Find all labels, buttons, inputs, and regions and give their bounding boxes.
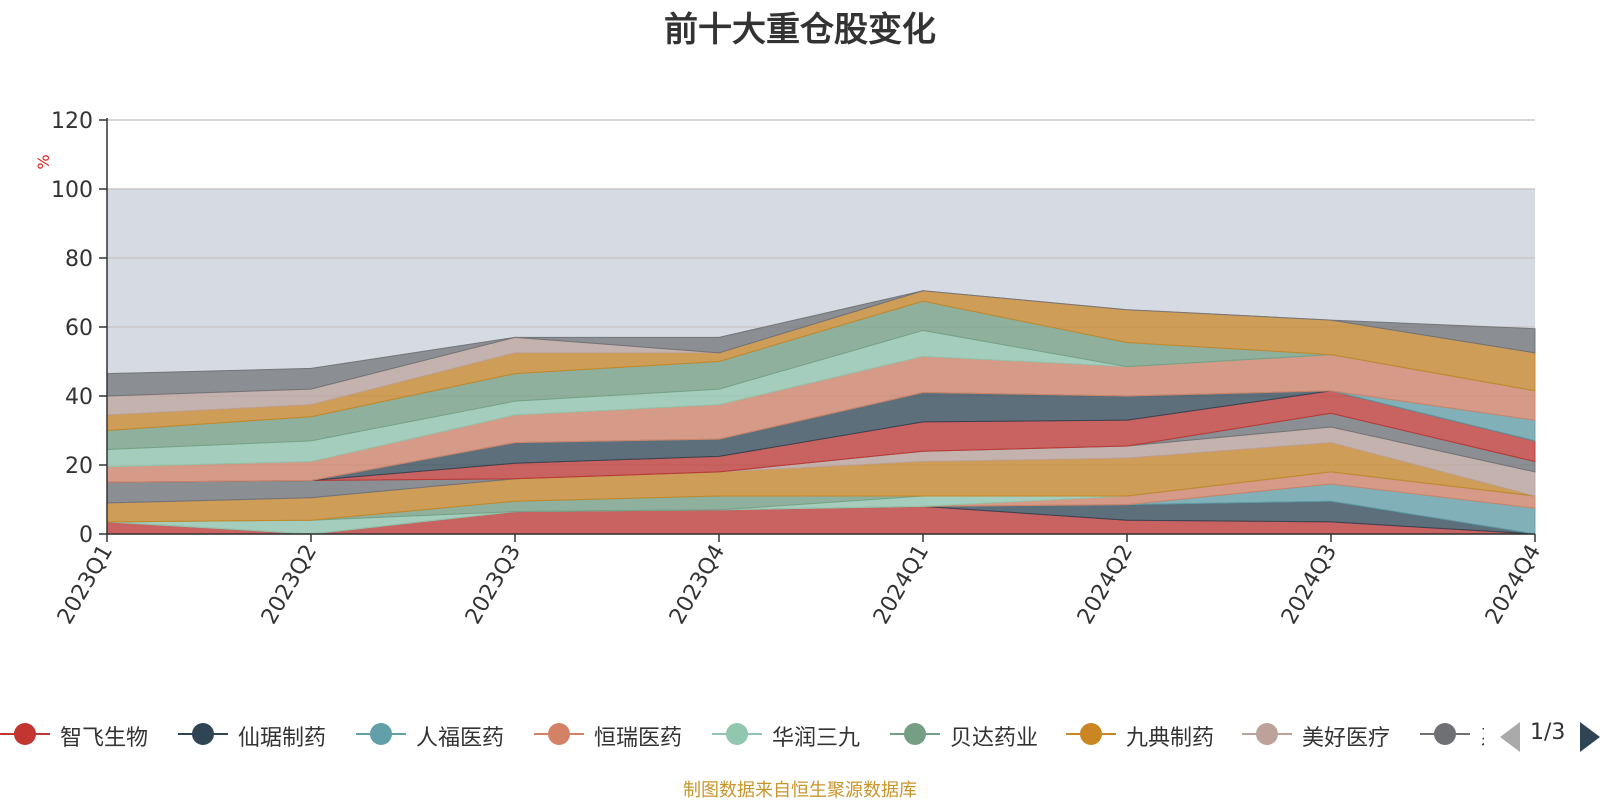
legend-prev-page-button[interactable] xyxy=(1500,722,1520,752)
y-tick-label: 0 xyxy=(79,523,93,548)
area-layer xyxy=(106,290,1536,535)
x-tick-label: 2023Q1 xyxy=(53,541,118,629)
y-tick-label: 40 xyxy=(65,385,93,410)
y-tick-label: 120 xyxy=(51,109,93,134)
x-tick-label: 2024Q3 xyxy=(1277,541,1342,629)
source-note: 制图数据来自恒生聚源数据库 xyxy=(683,780,917,801)
legend-label: 九典制药 xyxy=(1126,726,1215,751)
legend-circle-icon xyxy=(370,723,392,745)
x-tick-label: 2024Q2 xyxy=(1073,541,1138,629)
legend-label: 仙琚制药 xyxy=(238,726,327,751)
legend-circle-icon xyxy=(14,723,36,745)
legend-label: 人福医药 xyxy=(416,726,505,751)
legend-circle-icon xyxy=(726,723,748,745)
legend-label: 美好医疗 xyxy=(1302,726,1391,751)
legend-circle-icon xyxy=(904,723,926,745)
legend-circle-icon xyxy=(548,723,570,745)
legend-circle-icon xyxy=(1256,723,1278,745)
y-tick-label: 100 xyxy=(51,178,93,203)
x-tick-label: 2024Q1 xyxy=(869,541,934,629)
legend-next-page-button[interactable] xyxy=(1580,722,1600,752)
x-tick-label: 2023Q3 xyxy=(461,541,526,629)
x-tick-label: 2023Q4 xyxy=(665,541,730,629)
legend-label: 恒瑞医药 xyxy=(594,726,683,751)
legend-circle-icon xyxy=(1080,723,1102,745)
x-tick-label: 2023Q2 xyxy=(257,541,322,629)
legend-items: 智飞生物 仙琚制药 人福医药 恒瑞医药 华润三九 贝达药业 九典制药 美好医疗 系列九 xyxy=(0,716,1484,752)
legend-label: 贝达药业 xyxy=(950,726,1039,751)
y-tick-label: 20 xyxy=(65,454,93,479)
y-tick-label: 60 xyxy=(65,316,93,341)
legend-page-indicator: 1/3 xyxy=(1530,720,1566,745)
legend-label: 系列九 xyxy=(1480,720,1484,752)
chart-title: 前十大重仓股变化 xyxy=(664,10,936,50)
legend: 智飞生物 仙琚制药 人福医药 恒瑞医药 华润三九 贝达药业 九典制药 美好医疗 系列九 xyxy=(0,716,1600,752)
series-area-18 xyxy=(106,290,1536,397)
legend-label: 智飞生物 xyxy=(60,726,149,751)
legend-circle-icon xyxy=(192,723,214,745)
y-tick-label: 80 xyxy=(65,247,93,272)
x-tick-label: 2024Q4 xyxy=(1481,541,1546,629)
legend-label: 华润三九 xyxy=(772,726,861,751)
y-axis-unit-label: % xyxy=(34,154,53,169)
legend-circle-icon xyxy=(1434,723,1456,745)
